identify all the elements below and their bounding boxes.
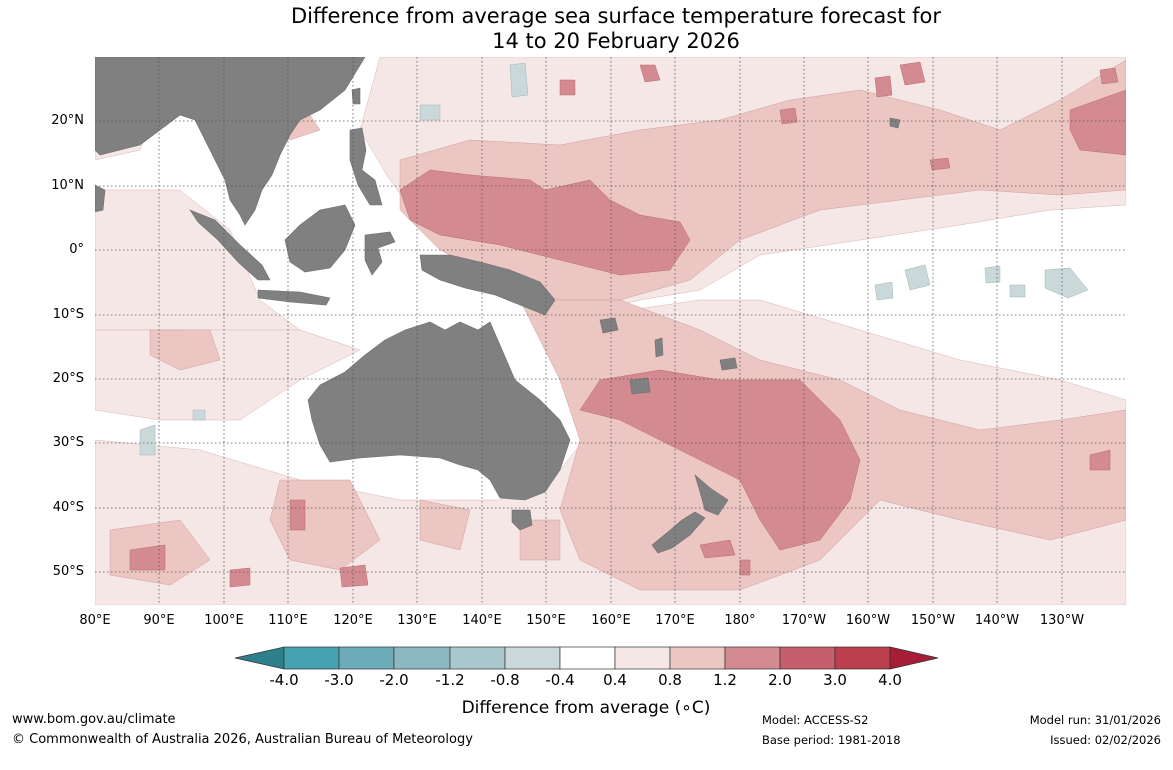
title-line-2: 14 to 20 February 2026 (492, 29, 740, 53)
lat-label-10n: 10°N (51, 178, 84, 193)
lon-label-170w: 170°W (781, 613, 827, 628)
colorbar-swatch (393, 646, 451, 670)
colorbar-swatch (779, 646, 836, 670)
colorbar-tick-label: -0.8 (490, 671, 520, 689)
anomaly-layer-negative (139, 62, 1089, 456)
footer-issued: Issued: 02/02/2026 (1050, 733, 1161, 747)
land-solomon-islands (599, 317, 619, 334)
land-borneo (284, 204, 356, 273)
lon-label-80e: 80°E (79, 613, 111, 628)
land-hawaii (889, 117, 901, 129)
colorbar-tick-label: 0.8 (658, 671, 682, 689)
land-new-guinea (419, 254, 556, 316)
colorbar-swatch (283, 646, 340, 670)
land-sulawesi (364, 231, 396, 276)
colorbar-swatch (504, 646, 561, 670)
colorbar-swatch (559, 646, 616, 670)
colorbar-swatch (338, 646, 395, 670)
land-nz-south-island (651, 511, 706, 554)
lon-label-110e: 110°E (268, 613, 308, 628)
land-asia (95, 57, 366, 226)
lon-label-160e: 160°E (591, 613, 631, 628)
graticule (95, 57, 1126, 605)
colorbar-title: Difference from average (∘C) (461, 698, 711, 718)
land-fiji (719, 357, 738, 371)
footer-model-run: Model run: 31/01/2026 (1029, 713, 1161, 727)
colorbar-tick-label: -3.0 (324, 671, 354, 689)
lon-label-90e: 90°E (143, 613, 175, 628)
lat-label-20s: 20°S (52, 371, 84, 386)
lon-label-120e: 120°E (333, 613, 373, 628)
lat-label-40s: 40°S (52, 500, 84, 515)
lat-label-30s: 30°S (52, 435, 84, 450)
lon-label-130e: 130°E (397, 613, 437, 628)
colorbar-swatch (834, 646, 891, 670)
lon-label-130w: 130°W (1039, 613, 1085, 628)
colorbar-tick-label: -1.2 (435, 671, 465, 689)
footer-base-period: Base period: 1981-2018 (762, 733, 901, 747)
map-area (95, 57, 1126, 605)
land-tasmania (511, 509, 533, 531)
lon-label-140w: 140°W (974, 613, 1020, 628)
colorbar-tick-label: 0.4 (603, 671, 627, 689)
chart-title: Difference from average sea surface temp… (0, 4, 1173, 54)
footer-website: www.bom.gov.au/climate (12, 712, 176, 727)
land-vanuatu (654, 337, 664, 358)
lat-label-20n: 20°N (51, 113, 84, 128)
land-horn-africa (95, 184, 106, 213)
colorbar-tick-label: 3.0 (823, 671, 847, 689)
colorbar-swatch (669, 646, 726, 670)
land-masses (95, 57, 901, 554)
colorbar-tick-label: -0.4 (545, 671, 575, 689)
lon-label-160w: 160°W (845, 613, 891, 628)
colorbar-tick-label: 4.0 (878, 671, 902, 689)
land-new-caledonia (629, 377, 651, 395)
land-australia (307, 321, 571, 501)
lon-label-150e: 150°E (526, 613, 566, 628)
colorbar-swatch (724, 646, 781, 670)
colorbar-swatch-gt-4 (889, 646, 939, 670)
title-line-1: Difference from average sea surface temp… (291, 4, 941, 28)
colorbar-swatch (449, 646, 506, 670)
footer-copyright: © Commonwealth of Australia 2026, Austra… (12, 732, 473, 747)
land-nz-north-island (694, 474, 729, 516)
land-sumatra (189, 209, 271, 281)
lon-label-150w: 150°W (910, 613, 956, 628)
lon-label-100e: 100°E (204, 613, 244, 628)
lat-label-equator: 0° (69, 242, 84, 257)
lat-label-50s: 50°S (52, 564, 84, 579)
lon-label-180: 180° (724, 613, 756, 628)
lat-label-10s: 10°S (52, 307, 84, 322)
colorbar-swatches (234, 646, 939, 670)
colorbar-tick-label: 2.0 (768, 671, 792, 689)
anomaly-layer-1.2-2.0 (129, 61, 1126, 588)
lon-label-170e: 170°E (655, 613, 695, 628)
land-java (257, 289, 331, 306)
lon-label-140e: 140°E (462, 613, 502, 628)
land-taiwan (351, 87, 361, 105)
colorbar-swatch-lt-minus-4 (234, 646, 285, 670)
footer-model: Model: ACCESS-S2 (762, 713, 869, 727)
colorbar-tick-label: -4.0 (269, 671, 299, 689)
colorbar-tick-label: -2.0 (379, 671, 409, 689)
land-philippines (349, 127, 383, 206)
colorbar-swatch (614, 646, 671, 670)
colorbar-tick-label: 1.2 (713, 671, 737, 689)
